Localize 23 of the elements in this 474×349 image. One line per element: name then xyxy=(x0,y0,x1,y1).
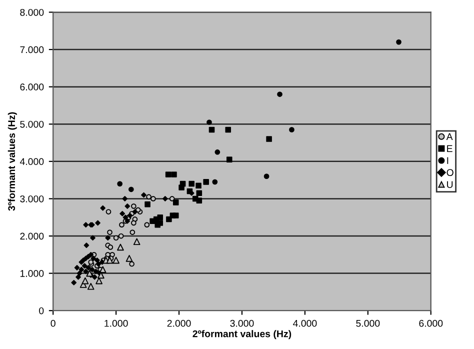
x-tick-label: 4.000 xyxy=(293,320,317,327)
legend-label: I xyxy=(447,157,448,164)
legend-label: O xyxy=(446,169,454,176)
x-tick-label: 0 xyxy=(50,320,56,327)
x-tick-label: 5.000 xyxy=(356,320,380,327)
y-tick-label: 2.000 xyxy=(20,232,44,240)
y-tick-label: 1.000 xyxy=(20,270,44,277)
x-axis-title: 2ºformant values (Hz) xyxy=(192,330,292,340)
y-tick-label: 7.000 xyxy=(20,46,44,54)
y-tick-label: 6.000 xyxy=(20,84,44,90)
y-tick-label: 0 xyxy=(39,307,44,314)
legend-label: U xyxy=(447,181,453,188)
legend-label: E xyxy=(447,145,452,152)
y-axis-title: 3ºformant values (Hz) xyxy=(8,112,17,211)
y-tick-label: 3.000 xyxy=(20,195,44,202)
legend-label: A xyxy=(446,133,453,140)
x-tick-label: 2.000 xyxy=(167,320,191,327)
y-tick-label: 5.000 xyxy=(20,120,44,128)
y-tick-label: 8.000 xyxy=(20,8,44,16)
x-tick-label: 3.000 xyxy=(230,320,254,327)
y-tick-label: 4.000 xyxy=(20,158,44,166)
x-tick-label: 1.000 xyxy=(104,320,128,327)
x-tick-label: 6.000 xyxy=(419,320,443,327)
